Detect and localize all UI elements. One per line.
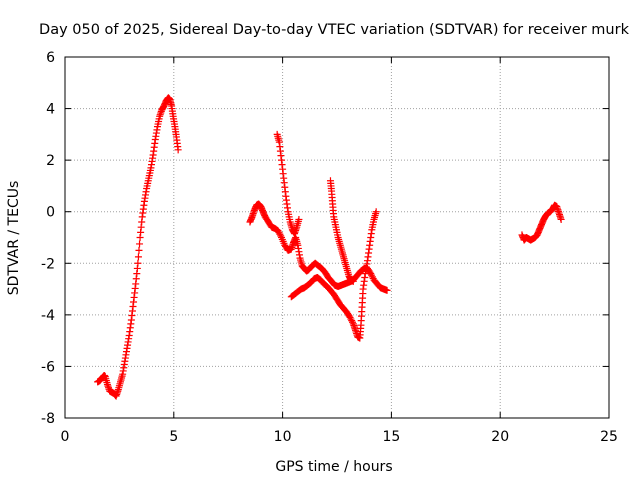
y-tick-label: 4 [46,102,55,118]
data-point [134,259,142,267]
chart-title: Day 050 of 2025, Sidereal Day-to-day VTE… [39,22,630,38]
x-tick-label: 0 [61,429,70,445]
y-tick-label: 6 [46,50,55,66]
data-points-layer [94,94,565,400]
y-tick-label: 0 [46,205,55,221]
data-point [349,318,357,326]
data-point [174,146,182,154]
x-tick-label: 20 [491,429,509,445]
data-point [348,317,356,325]
x-tick-label: 25 [600,429,618,445]
data-point [277,232,285,240]
y-tick-label: -6 [41,359,55,375]
y-tick-label: -2 [41,256,55,272]
data-point [295,215,303,223]
grid-layer [65,57,609,418]
x-tick-label: 5 [169,429,178,445]
data-point [346,313,354,321]
data-point [383,286,391,294]
data-point [275,229,283,237]
tick-layer: 0 5 10 15 20 25 -8 -6 -4 -2 0 2 4 6 [41,50,618,445]
x-tick-label: 15 [382,429,400,445]
x-axis-label: GPS time / hours [275,459,392,475]
y-tick-label: 2 [46,153,55,169]
y-tick-label: -8 [41,411,55,427]
data-point [557,215,565,223]
y-axis-label: SDTVAR / TECUs [6,181,22,296]
data-point [274,227,282,235]
data-point [368,273,376,281]
y-tick-label: -4 [41,308,55,324]
data-point [349,277,357,285]
data-point [136,240,144,248]
data-point [368,271,376,279]
data-point [372,208,380,216]
plot-frame [64,56,610,419]
data-point [134,253,142,261]
data-point [276,230,284,238]
data-point [347,315,355,323]
data-point [135,246,143,254]
x-tick-label: 10 [274,429,292,445]
